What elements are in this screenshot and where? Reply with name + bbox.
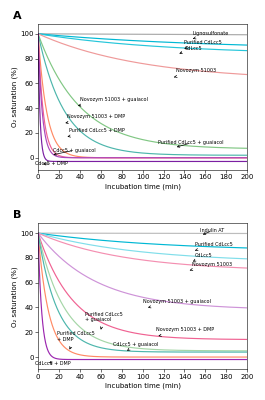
Text: CdLcc5: CdLcc5 xyxy=(180,46,202,54)
Text: Cdcc5 + guaiacol: Cdcc5 + guaiacol xyxy=(53,148,95,155)
Y-axis label: O₂ saturation (%): O₂ saturation (%) xyxy=(11,67,17,127)
Text: Novozym 51003 + DMP: Novozym 51003 + DMP xyxy=(156,327,214,336)
Text: Novozym 51003 + guaiacol: Novozym 51003 + guaiacol xyxy=(78,97,148,106)
Text: Novozym 51003: Novozym 51003 xyxy=(175,68,216,78)
Y-axis label: O₂ saturation (%): O₂ saturation (%) xyxy=(11,266,17,327)
Text: Novozym 51003 + DMP: Novozym 51003 + DMP xyxy=(66,114,125,124)
Text: Indulin AT: Indulin AT xyxy=(200,228,224,234)
Text: CdLcc5 + DMP: CdLcc5 + DMP xyxy=(35,361,70,366)
Text: Purified CdLcc5: Purified CdLcc5 xyxy=(195,242,233,251)
Text: Purified CdLcc5: Purified CdLcc5 xyxy=(184,40,222,49)
Text: Purified CdLcc5 + DMP: Purified CdLcc5 + DMP xyxy=(68,128,125,137)
X-axis label: Incubation time (min): Incubation time (min) xyxy=(105,183,181,190)
Text: Novozym 51003: Novozym 51003 xyxy=(190,262,232,270)
Text: A: A xyxy=(13,11,21,21)
Text: Cdcc5 + DMP: Cdcc5 + DMP xyxy=(35,162,68,166)
Text: CdLcc5: CdLcc5 xyxy=(193,253,213,261)
Text: Novozym 51003 + guaiacol: Novozym 51003 + guaiacol xyxy=(143,299,210,308)
Text: Purified CdLcc5
+ DMP: Purified CdLcc5 + DMP xyxy=(57,331,95,349)
X-axis label: Incubation time (min): Incubation time (min) xyxy=(105,382,181,389)
Text: Purified CdLcc5
+ guaiacol: Purified CdLcc5 + guaiacol xyxy=(85,312,123,329)
Text: Lignosulfonate: Lignosulfonate xyxy=(193,31,229,39)
Text: CdLcc5 + guaiacol: CdLcc5 + guaiacol xyxy=(113,342,159,350)
Text: Purified CdLcc5 + guaiacol: Purified CdLcc5 + guaiacol xyxy=(158,140,224,147)
Text: B: B xyxy=(13,210,21,220)
